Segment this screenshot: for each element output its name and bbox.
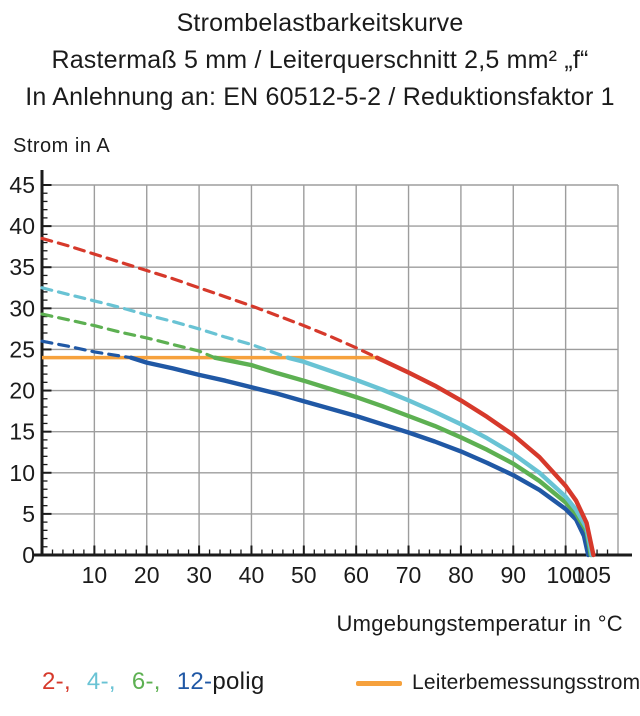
svg-text:30: 30 [9, 295, 35, 321]
svg-text:40: 40 [239, 562, 265, 588]
svg-text:45: 45 [9, 172, 35, 198]
chart-title-line-1: Strombelastbarkeitskurve [176, 9, 464, 37]
legend-poles: 2-, 4-, 6-, 12-polig [42, 668, 265, 696]
svg-text:15: 15 [9, 419, 35, 445]
legend-poles-suffix: polig [212, 668, 265, 695]
svg-text:105: 105 [573, 562, 611, 588]
legend-item-4-polig: 4-, [86, 668, 116, 695]
rated-current-line-swatch [356, 680, 402, 686]
legend-item-2-polig: 2-, [42, 668, 71, 695]
svg-text:60: 60 [343, 562, 369, 588]
svg-text:30: 30 [186, 562, 212, 588]
svg-text:90: 90 [500, 562, 526, 588]
legend-item-6-polig: 6-, [131, 668, 161, 695]
chart-canvas: 0 5 10 15 20 25 30 35 40 45 10 20 30 40 50 60 70 80 90 1001… [9, 170, 632, 588]
svg-text:40: 40 [9, 213, 35, 239]
svg-text:25: 25 [9, 336, 35, 362]
svg-text:20: 20 [134, 562, 160, 588]
svg-text:10: 10 [82, 562, 108, 588]
y-axis-label: Strom in A [13, 135, 111, 157]
chart-title-block: Strombelastbarkeitskurve Rastermaß 5 mm … [0, 5, 640, 116]
svg-text:35: 35 [9, 254, 35, 280]
legend-rated-current: Leiterbemessungsstrom [356, 668, 640, 698]
chart-title-line-2: Rastermaß 5 mm / Leiterquerschnitt 2,5 m… [51, 46, 589, 74]
legend-item-12-polig: 12- [176, 668, 213, 695]
svg-text:100: 100 [546, 562, 584, 588]
svg-text:0: 0 [22, 542, 35, 568]
svg-text:20: 20 [9, 378, 35, 404]
svg-text:70: 70 [396, 562, 422, 588]
x-axis-label: Umgebungstemperatur in °C [336, 611, 623, 636]
rated-current-label: Leiterbemessungsstrom [412, 671, 640, 694]
chart-title-line-3: In Anlehnung an: EN 60512-5-2 / Reduktio… [25, 83, 615, 111]
svg-text:5: 5 [22, 501, 35, 527]
svg-text:50: 50 [291, 562, 317, 588]
svg-text:80: 80 [448, 562, 474, 588]
svg-text:10: 10 [9, 460, 35, 486]
